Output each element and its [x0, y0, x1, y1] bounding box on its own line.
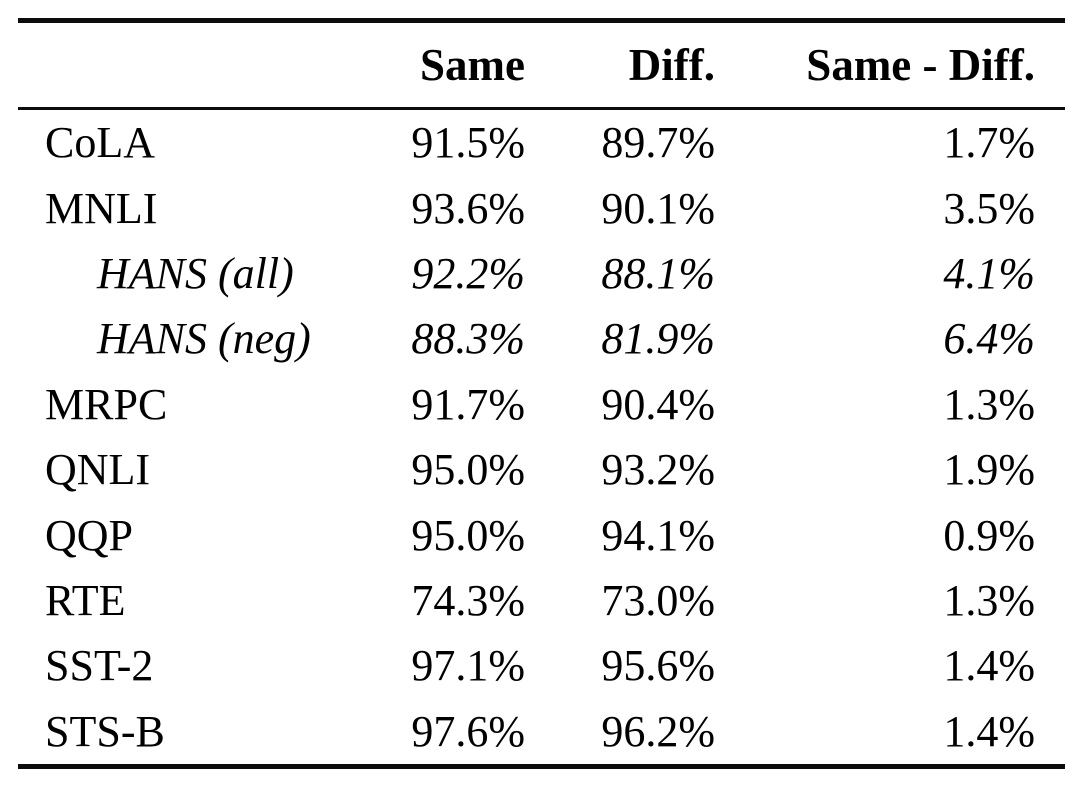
mid-rule: [18, 107, 1065, 110]
cell-delta: 0.9%: [943, 510, 1035, 560]
row-label: HANS (all): [97, 248, 294, 298]
table-row: SST-2 97.1% 95.6% 1.4%: [18, 633, 1065, 698]
cell-delta: 1.9%: [943, 445, 1035, 495]
header-same: Same: [420, 40, 525, 90]
row-label: SST-2: [45, 641, 154, 691]
header-same-minus-diff: Same - Diff.: [806, 40, 1035, 90]
cell-same: 95.0%: [411, 445, 525, 495]
cell-diff: 94.1%: [601, 510, 715, 560]
row-label: RTE: [45, 575, 126, 625]
table-row: HANS (all) 92.2% 88.1% 4.1%: [18, 241, 1065, 306]
cell-same: 74.3%: [411, 575, 525, 625]
table-row: QNLI 95.0% 93.2% 1.9%: [18, 437, 1065, 502]
row-label: MRPC: [45, 379, 168, 429]
cell-delta: 1.7%: [943, 118, 1035, 168]
row-label: MNLI: [45, 183, 158, 233]
row-label: QNLI: [45, 445, 151, 495]
cell-diff: 90.1%: [601, 183, 715, 233]
cell-same: 95.0%: [411, 510, 525, 560]
cell-diff: 88.1%: [601, 248, 715, 298]
cell-delta: 1.3%: [943, 575, 1035, 625]
table-row: CoLA 91.5% 89.7% 1.7%: [18, 110, 1065, 175]
cell-diff: 89.7%: [601, 118, 715, 168]
results-table: Same Diff. Same - Diff. CoLA 91.5% 89.7%…: [18, 18, 1065, 769]
cell-delta: 1.4%: [943, 706, 1035, 756]
cell-diff: 93.2%: [601, 445, 715, 495]
cell-diff: 73.0%: [601, 575, 715, 625]
table-row: QQP 95.0% 94.1% 0.9%: [18, 502, 1065, 567]
table-row: MRPC 91.7% 90.4% 1.3%: [18, 372, 1065, 437]
table-row: RTE 74.3% 73.0% 1.3%: [18, 568, 1065, 633]
top-rule: [18, 18, 1065, 23]
table-row: HANS (neg) 88.3% 81.9% 6.4%: [18, 306, 1065, 371]
cell-delta: 1.4%: [943, 641, 1035, 691]
header-diff: Diff.: [628, 40, 715, 90]
row-label: HANS (neg): [97, 314, 311, 364]
table-header-row: Same Diff. Same - Diff.: [18, 23, 1065, 107]
row-label: QQP: [45, 510, 134, 560]
cell-delta: 6.4%: [943, 314, 1035, 364]
cell-same: 97.6%: [411, 706, 525, 756]
cell-diff: 90.4%: [601, 379, 715, 429]
cell-same: 91.7%: [411, 379, 525, 429]
cell-same: 93.6%: [411, 183, 525, 233]
row-label: STS-B: [45, 706, 165, 756]
bottom-rule: [18, 763, 1065, 769]
cell-diff: 81.9%: [601, 314, 715, 364]
cell-same: 92.2%: [411, 248, 525, 298]
cell-same: 88.3%: [411, 314, 525, 364]
cell-delta: 4.1%: [943, 248, 1035, 298]
cell-delta: 1.3%: [943, 379, 1035, 429]
cell-diff: 96.2%: [601, 706, 715, 756]
cell-diff: 95.6%: [601, 641, 715, 691]
table-row: MNLI 93.6% 90.1% 3.5%: [18, 175, 1065, 240]
cell-same: 91.5%: [411, 118, 525, 168]
cell-same: 97.1%: [411, 641, 525, 691]
row-label: CoLA: [45, 118, 155, 168]
table-row: STS-B 97.6% 96.2% 1.4%: [18, 699, 1065, 764]
cell-delta: 3.5%: [943, 183, 1035, 233]
